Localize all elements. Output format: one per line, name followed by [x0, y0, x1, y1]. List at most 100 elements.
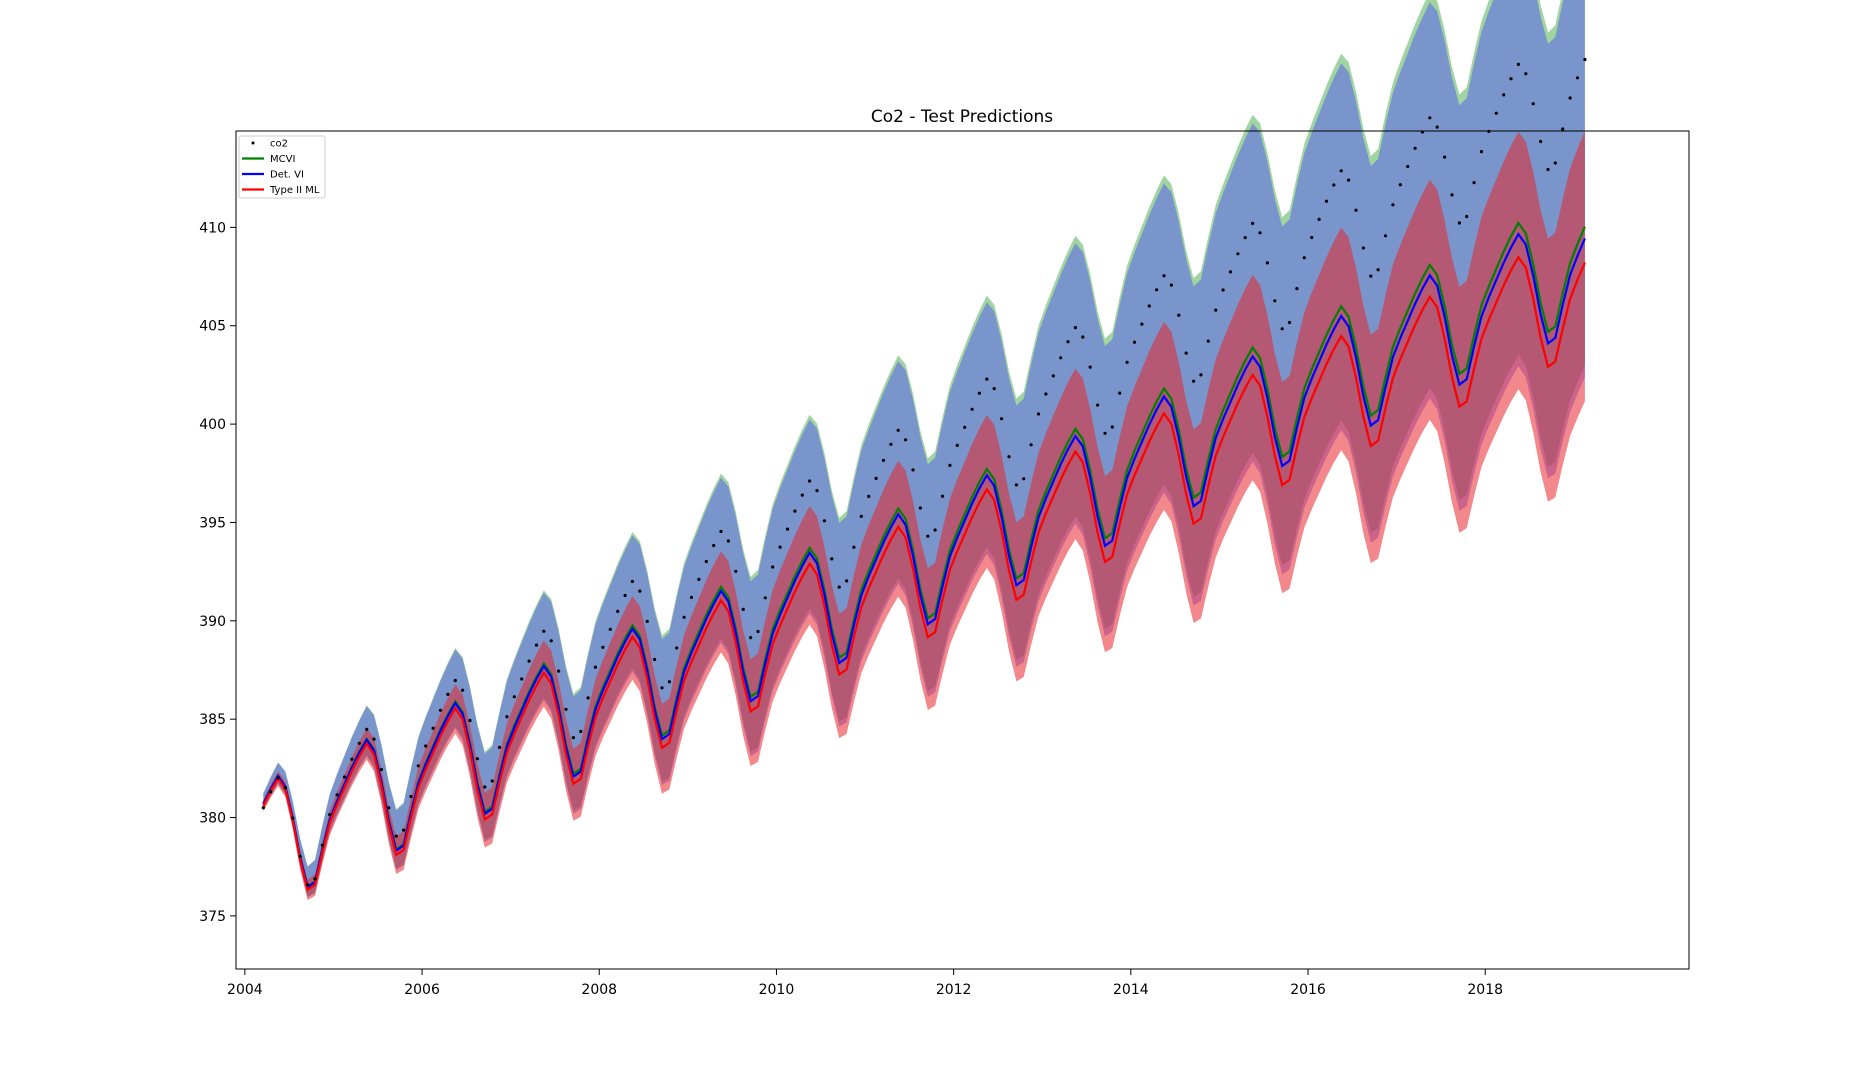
- co2-point: [512, 695, 516, 699]
- co2-point: [1184, 351, 1188, 355]
- co2-point: [1339, 169, 1343, 173]
- co2-point: [608, 627, 612, 632]
- co2-point: [1014, 483, 1019, 487]
- co2-point: [1317, 217, 1321, 221]
- legend-label: Det. VI: [270, 170, 304, 181]
- co2-point: [1177, 313, 1181, 317]
- co2-point: [682, 615, 686, 619]
- co2-point: [970, 407, 974, 411]
- co2-point: [1354, 208, 1358, 212]
- co2-point: [948, 463, 952, 467]
- co2-point: [1406, 164, 1410, 169]
- co2-point: [741, 607, 745, 612]
- co2-point: [1051, 374, 1055, 378]
- co2-point: [1575, 76, 1580, 80]
- band-mcvi: [263, 0, 1585, 897]
- co2-point: [490, 779, 494, 783]
- co2-point: [1561, 127, 1565, 131]
- co2-point: [1361, 246, 1365, 250]
- co2-point: [763, 596, 767, 600]
- co2-point: [1155, 288, 1159, 292]
- plot-frame: [235, 130, 1690, 970]
- x-tick-label: 2012: [936, 982, 972, 998]
- co2-point: [357, 741, 361, 745]
- co2-point: [1310, 235, 1314, 240]
- prediction-lines: [262, 220, 1586, 892]
- co2-point: [867, 494, 871, 498]
- co2-point: [1118, 391, 1122, 395]
- co2-point: [350, 757, 354, 761]
- co2-point: [1236, 252, 1240, 256]
- co2-point: [379, 767, 383, 772]
- co2-point: [409, 794, 413, 799]
- co2-point: [1383, 234, 1388, 238]
- co2-point: [1479, 150, 1484, 154]
- co2-point: [918, 506, 923, 510]
- x-tick-label: 2016: [1290, 982, 1326, 998]
- co2-point: [593, 665, 598, 669]
- co2-point: [704, 559, 708, 564]
- line-type-ii-ml: [262, 255, 1586, 892]
- co2-point: [1524, 72, 1528, 76]
- co2-point: [992, 387, 996, 391]
- co2-point: [1022, 477, 1026, 481]
- co2-point: [283, 786, 287, 790]
- co2-point: [1280, 327, 1284, 331]
- co2-point: [394, 834, 398, 838]
- co2-point: [1110, 425, 1114, 429]
- co2-point: [1494, 111, 1498, 115]
- line-det-vi: [262, 232, 1586, 889]
- co2-point: [1044, 392, 1048, 396]
- co2-point: [1214, 308, 1218, 312]
- prediction-bands: [263, 0, 1585, 901]
- co2-point: [1428, 116, 1432, 120]
- co2-point: [822, 519, 827, 523]
- co2-point: [520, 677, 524, 681]
- co2-point: [475, 757, 479, 761]
- co2-point: [1199, 373, 1203, 377]
- co2-point: [697, 577, 701, 582]
- legend: co2 MCVI Det. VI Type II ML: [238, 135, 326, 199]
- co2-point: [977, 391, 982, 395]
- co2-point: [438, 708, 443, 712]
- co2-point: [1324, 199, 1329, 203]
- co2-point: [1096, 403, 1100, 407]
- co2-point: [675, 646, 679, 650]
- co2-point: [1140, 322, 1144, 326]
- co2-point: [1192, 379, 1196, 383]
- co2-point: [1509, 77, 1513, 81]
- co2-point: [1302, 256, 1306, 260]
- y-tick-label: 375: [199, 909, 226, 925]
- co2-point: [889, 442, 893, 446]
- co2-point: [586, 696, 590, 700]
- co2-point: [1472, 181, 1476, 185]
- co2-point: [749, 636, 753, 640]
- co2-point: [1516, 62, 1520, 66]
- co2-point: [1029, 443, 1033, 447]
- co2-point: [719, 529, 723, 534]
- x-tick-label: 2018: [1467, 982, 1503, 998]
- co2-point: [557, 669, 561, 673]
- co2-point: [963, 425, 967, 429]
- x-tick-label: 2008: [581, 982, 617, 998]
- co2-point: [1287, 320, 1292, 325]
- band-type-ii-ml: [263, 130, 1585, 901]
- co2-point: [498, 745, 502, 750]
- co2-point: [859, 514, 863, 519]
- y-tick-label: 410: [199, 220, 226, 236]
- co2-point: [830, 557, 834, 561]
- co2-point: [1450, 193, 1454, 197]
- co2-point: [874, 476, 878, 480]
- co2-point: [630, 579, 635, 584]
- co2-point: [1295, 287, 1299, 291]
- co2-point: [416, 764, 420, 768]
- y-tick-label: 380: [199, 811, 226, 827]
- co2-point: [1531, 102, 1535, 106]
- co2-point: [335, 793, 339, 797]
- legend-label: MCVI: [270, 154, 295, 165]
- co2-point: [1007, 455, 1011, 459]
- co2-point: [1457, 221, 1461, 225]
- x-tick-label: 2004: [227, 982, 263, 998]
- co2-point: [1088, 365, 1092, 369]
- legend-label: Type II ML: [269, 185, 320, 196]
